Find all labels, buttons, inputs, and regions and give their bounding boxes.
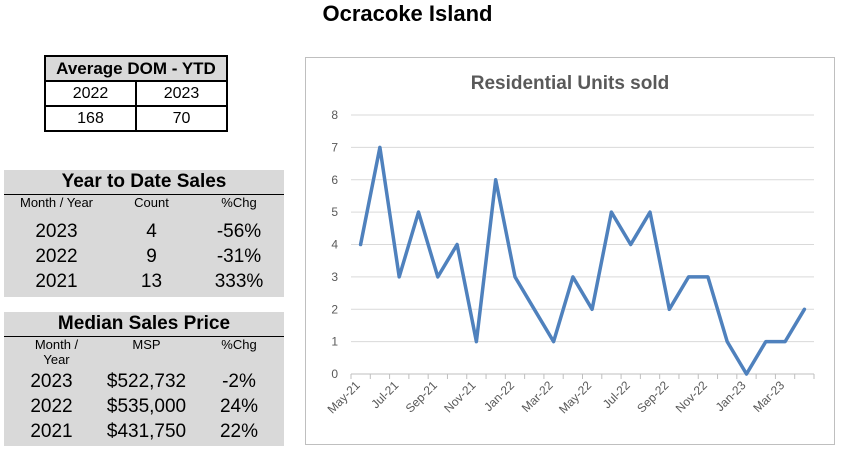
msp-value: $535,000 [106, 396, 187, 417]
average-dom-table: Average DOM - YTD 2022 2023 168 70 [44, 55, 228, 132]
ytd-year: 2021 [35, 271, 78, 292]
msp-value: $431,750 [106, 421, 187, 442]
header-month-year: Month / Year [4, 337, 109, 367]
x-tick-label: Nov-22 [673, 378, 710, 415]
chart-title: Residential Units sold [471, 73, 669, 94]
dom-value-2022: 168 [44, 105, 137, 132]
x-tick-label: Nov-21 [441, 378, 478, 415]
ytd-sales-title: Year to Date Sales [4, 170, 284, 195]
header-chg: %Chg [221, 195, 257, 210]
header-month: Month / [34, 337, 79, 352]
y-tick-label: 7 [331, 140, 338, 154]
x-tick-label: Jan-22 [481, 378, 517, 414]
y-tick-label: 5 [331, 205, 338, 219]
x-tick-label: May-21 [325, 378, 363, 416]
x-tick-label: Jul-22 [600, 378, 633, 411]
table-row: 2021 13 333% [4, 271, 284, 296]
header-year: Year [43, 352, 70, 367]
msp-year: 2023 [30, 371, 73, 392]
x-tick-label: Mar-23 [750, 378, 787, 415]
table-row: 2023 $522,732 -2% [4, 371, 284, 396]
page-title: Ocracoke Island [322, 1, 493, 26]
header-msp: MSP [132, 337, 161, 352]
x-tick-label: Jan-23 [713, 378, 749, 414]
ytd-chg: -31% [216, 246, 262, 267]
ytd-year: 2023 [35, 221, 78, 242]
msp-chg: 22% [219, 421, 259, 442]
dom-table-header: Average DOM - YTD [44, 55, 228, 82]
y-tick-label: 8 [331, 108, 338, 122]
table-row: 2021 $431,750 22% [4, 421, 284, 446]
dom-year-2022: 2022 [44, 80, 137, 107]
x-tick-label: Mar-22 [519, 378, 556, 415]
x-tick-label: Jul-21 [368, 378, 401, 411]
table-row: 2022 9 -31% [4, 246, 284, 271]
series-line [358, 145, 807, 376]
y-tick-label: 2 [331, 302, 338, 316]
x-tick-label: May-22 [556, 378, 594, 416]
table-row: 2022 $535,000 24% [4, 396, 284, 421]
median-price-headers: Month / Year MSP %Chg [4, 337, 284, 371]
y-tick-label: 3 [331, 270, 338, 284]
x-tick-label: Sep-22 [634, 378, 671, 415]
ytd-sales-headers: Month / Year Count %Chg [4, 195, 284, 221]
y-tick-label: 4 [331, 238, 338, 252]
ytd-sales-panel: Year to Date Sales Month / Year Count %C… [4, 170, 284, 297]
ytd-chg: 333% [214, 271, 264, 292]
msp-value: $522,732 [106, 371, 187, 392]
header-count: Count [134, 195, 169, 210]
y-tick-label: 0 [331, 367, 338, 381]
median-price-panel: Median Sales Price Month / Year MSP %Chg… [4, 312, 284, 446]
msp-chg: 24% [219, 396, 259, 417]
y-tick-label: 1 [331, 335, 338, 349]
ytd-count: 9 [146, 246, 157, 267]
ytd-year: 2022 [35, 246, 78, 267]
x-tick-label: Sep-21 [403, 378, 440, 415]
ytd-count: 13 [140, 271, 163, 292]
y-tick-label: 6 [331, 173, 338, 187]
msp-year: 2021 [30, 421, 73, 442]
dom-year-2023: 2023 [135, 80, 228, 107]
msp-chg: -2% [222, 371, 256, 392]
ytd-chg: -56% [216, 221, 262, 242]
table-row: 2023 4 -56% [4, 221, 284, 246]
dom-value-2023: 70 [135, 105, 228, 132]
msp-year: 2022 [30, 396, 73, 417]
ytd-count: 4 [146, 221, 157, 242]
header-month-year: Month / Year [20, 195, 93, 210]
units-sold-chart: Residential Units sold 0 1 2 3 4 5 6 7 8 May-21 Ju… [305, 57, 835, 445]
header-chg: %Chg [221, 337, 257, 352]
median-price-title: Median Sales Price [4, 312, 284, 337]
